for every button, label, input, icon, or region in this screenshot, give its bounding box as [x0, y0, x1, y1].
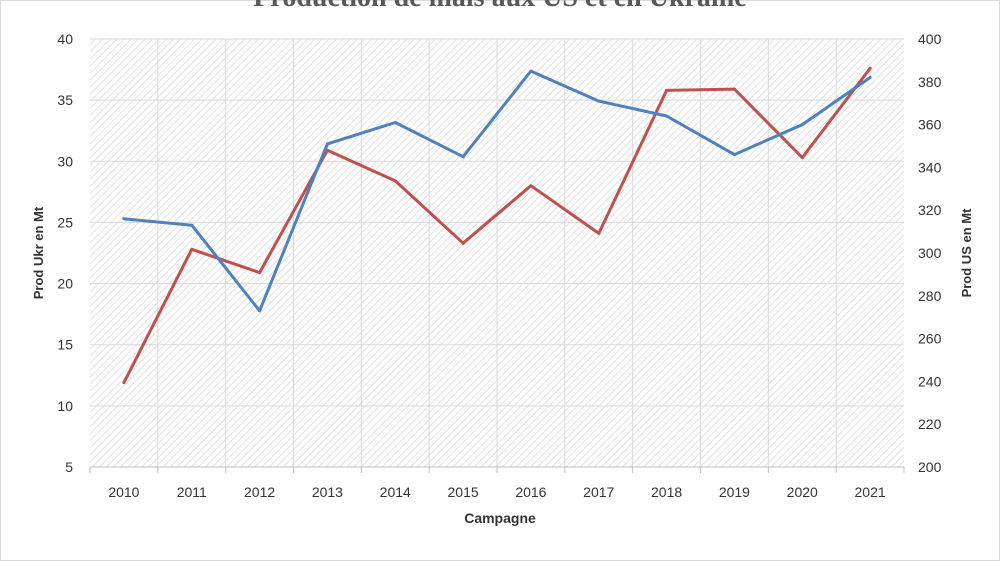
data-point	[800, 123, 804, 127]
y-right-tick-label: 360	[918, 117, 942, 133]
x-tick-label: 2013	[312, 484, 343, 500]
y-right-tick-label: 280	[918, 288, 942, 304]
y-right-tick-label: 220	[918, 416, 942, 432]
data-point	[529, 184, 533, 188]
x-tick-label: 2014	[380, 484, 411, 500]
y-axis-right-title: Prod US en Mt	[959, 208, 974, 298]
data-point	[122, 217, 126, 221]
series-lines	[122, 66, 872, 385]
data-point	[665, 114, 669, 118]
x-tick-label: 2016	[515, 484, 546, 500]
series-line-right-axis	[122, 69, 872, 313]
y-right-tick-label: 380	[918, 74, 942, 90]
data-point	[393, 179, 397, 183]
y-left-tick-label: 20	[57, 276, 73, 292]
y-right-tick-label: 320	[918, 202, 942, 218]
y-right-tick-label: 340	[918, 159, 942, 175]
x-tick-label: 2010	[108, 484, 139, 500]
series-line-left-axis	[122, 66, 872, 385]
y-right-tick-label: 400	[918, 31, 942, 47]
x-tick-label: 2020	[787, 484, 818, 500]
data-point	[461, 241, 465, 245]
y-left-tick-label: 15	[57, 337, 73, 353]
data-point	[393, 120, 397, 124]
x-tick-label: 2019	[719, 484, 750, 500]
y-left-tick-label: 10	[57, 398, 73, 414]
axis-labels: 5 10 15 20 25 30 35 40 200 220 240 260 280 300 320 340 3…	[57, 31, 941, 500]
data-point	[190, 223, 194, 227]
data-point	[461, 155, 465, 159]
x-tick-label: 2017	[583, 484, 614, 500]
data-point	[665, 88, 669, 92]
data-point	[800, 156, 804, 160]
data-point	[258, 271, 262, 275]
data-point	[529, 69, 533, 73]
x-axis-title: Campagne	[464, 510, 536, 526]
y-right-tick-label: 200	[918, 459, 942, 475]
data-point	[597, 99, 601, 103]
x-tick-label: 2015	[448, 484, 479, 500]
x-tick-label: 2018	[651, 484, 682, 500]
y-right-tick-label: 300	[918, 245, 942, 261]
x-tick-label: 2012	[244, 484, 275, 500]
data-point	[122, 381, 126, 385]
y-right-tick-label: 240	[918, 373, 942, 389]
y-left-tick-label: 35	[57, 92, 73, 108]
data-point	[868, 76, 872, 80]
chart-title: Production de maïs aux US et en Ukraine	[253, 0, 746, 13]
data-point	[732, 87, 736, 91]
x-tick-label: 2011	[177, 484, 207, 500]
data-point	[325, 142, 329, 146]
data-point	[597, 231, 601, 235]
y-left-tick-label: 5	[65, 459, 73, 475]
gridlines	[90, 38, 904, 468]
y-left-tick-label: 30	[57, 153, 73, 169]
y-axis-left-title: Prod Ukr en Mt	[31, 206, 46, 299]
y-right-tick-label: 260	[918, 331, 942, 347]
data-point	[732, 153, 736, 157]
data-point	[258, 309, 262, 313]
x-tick-label: 2021	[855, 484, 886, 500]
data-point	[868, 66, 872, 70]
y-left-tick-label: 25	[57, 214, 73, 230]
data-point	[190, 247, 194, 251]
y-left-tick-label: 40	[57, 31, 73, 47]
